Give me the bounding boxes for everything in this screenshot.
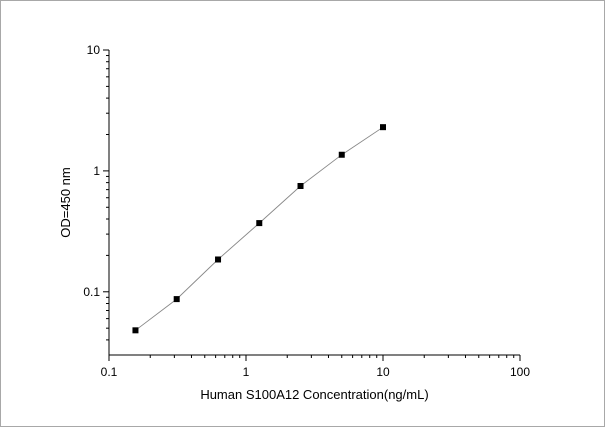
y-tick-label: 0.1 [83, 285, 100, 299]
data-point [338, 151, 345, 158]
x-tick-label: 10 [376, 365, 390, 379]
x-tick-label: 0.1 [101, 365, 118, 379]
x-tick-label: 1 [243, 365, 250, 379]
data-point [173, 296, 180, 303]
fit-line-group [135, 126, 384, 331]
x-tick-label: 100 [510, 365, 530, 379]
data-point [297, 182, 304, 189]
fit-line [135, 126, 384, 331]
data-point [215, 256, 222, 263]
data-point [380, 124, 386, 131]
data-point [256, 220, 263, 227]
y-tick-label: 1 [93, 164, 100, 178]
ticks: 0.1 1 10 100 0.1 1 10 [83, 43, 530, 379]
data-points [132, 124, 386, 334]
y-axis-title: OD=450 nm [58, 167, 73, 237]
data-point [132, 327, 139, 334]
y-tick-label: 10 [87, 43, 101, 57]
x-axis-title: Human S100A12 Concentration(ng/mL) [200, 387, 428, 402]
axes [108, 50, 520, 356]
